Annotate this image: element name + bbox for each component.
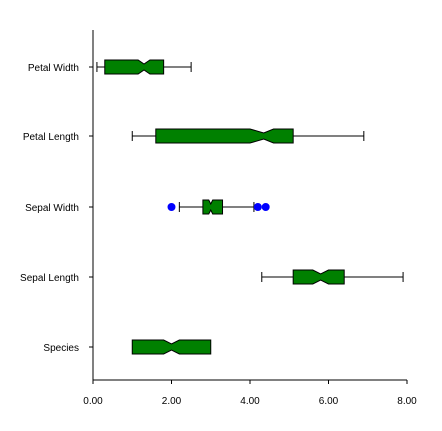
- box-body: [131, 339, 212, 355]
- box-sepal-width: [167, 199, 270, 215]
- category-label: Species: [43, 343, 79, 354]
- x-tick-label: 0.00: [83, 396, 103, 407]
- category-labels: Petal Width Petal Length Sepal Width Sepal …: [20, 63, 93, 354]
- x-tick-label: 2.00: [162, 396, 182, 407]
- category-label: Petal Width: [28, 63, 79, 74]
- outlier-point: [261, 203, 270, 211]
- box-body: [104, 59, 165, 75]
- plot-area: [96, 59, 404, 355]
- x-tick-label: 4.00: [240, 396, 260, 407]
- category-label: Sepal Width: [25, 203, 79, 214]
- box-body: [292, 269, 345, 285]
- x-tick-label: 6.00: [319, 396, 339, 407]
- outlier-point: [167, 203, 176, 211]
- box-sepal-length: [261, 269, 404, 285]
- box-petal-width: [96, 59, 192, 75]
- box-species: [131, 339, 212, 355]
- x-tick-label: 8.00: [397, 396, 417, 407]
- category-label: Sepal Length: [20, 273, 79, 284]
- box-petal-length: [131, 128, 365, 144]
- outlier-point: [253, 203, 262, 211]
- x-axis-ticks: 0.00 2.00 4.00 6.00 8.00: [83, 380, 417, 407]
- box-body: [155, 128, 294, 144]
- category-label: Petal Length: [23, 132, 79, 143]
- box-body: [202, 199, 224, 215]
